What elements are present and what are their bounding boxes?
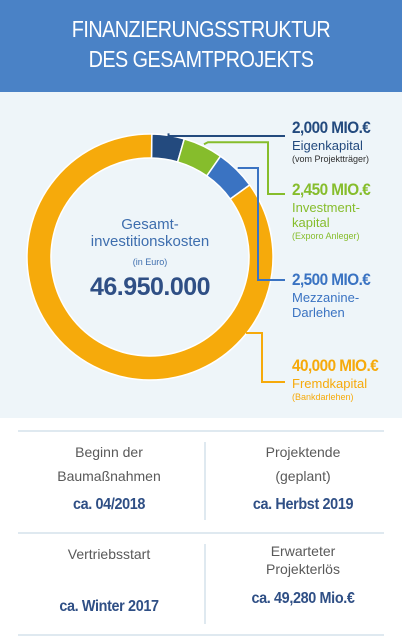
label-value: 2,500 MIO.€: [292, 270, 371, 289]
label-fremdkapital: 40,000 MIO.€ Fremdkapital (Bankdarlehen): [292, 356, 400, 404]
leader-fremdkapital: [246, 332, 285, 383]
center-total: 46.950.000: [89, 273, 211, 301]
label-name2: kapital: [292, 215, 330, 230]
center-unit: (in Euro): [132, 257, 168, 267]
slice-fremdkapital: [26, 133, 274, 381]
fact-label2: [14, 566, 204, 590]
leader-lines: [167, 133, 285, 383]
fact-projekterloes: Erwarteter Projekterlös ca. 49,280 Mio.€: [208, 542, 398, 608]
fact-label2: Projekterlös: [266, 561, 340, 577]
header-title-line1: FINANZIERUNGSSTRUKTUR: [71, 16, 331, 42]
label-sub: (Bankdarlehen): [292, 392, 354, 402]
leader-investmentkapital: [203, 141, 285, 195]
fact-label: Projektende: [265, 444, 341, 460]
label-investmentkapital: 2,450 MIO.€ Investment- kapital (Exporo …: [292, 180, 400, 243]
label-name: Eigenkapital: [292, 138, 363, 153]
center-label: Gesamt- investitionskosten: [52, 216, 248, 250]
label-name: Mezzanine-: [292, 290, 360, 305]
divider: [18, 634, 384, 636]
fact-label: Beginn der: [75, 444, 143, 460]
header-banner: FINANZIERUNGSSTRUKTUR DES GESAMTPROJEKTS: [0, 0, 402, 92]
fact-label2: Baumaßnahmen: [57, 468, 161, 484]
fact-value: ca. 04/2018: [72, 496, 146, 513]
fact-value: ca. 49,280 Mio.€: [251, 590, 355, 607]
fact-baubeginn: Beginn der Baumaßnahmen ca. 04/2018: [14, 440, 204, 514]
label-value: 2,450 MIO.€: [292, 180, 371, 199]
donut-slices: [26, 133, 274, 381]
label-value: 40,000 MIO.€: [292, 356, 379, 375]
label-name2: Darlehen: [292, 305, 345, 320]
header-title-line2: DES GESAMTPROJEKTS: [88, 46, 314, 72]
center-label-line2: investitionskosten: [90, 233, 210, 250]
label-sub: (Exporo Anleger): [292, 231, 360, 241]
center-label-line1: Gesamt-: [121, 216, 179, 233]
fact-label: Erwarteter: [270, 543, 336, 559]
fact-projektende: Projektende (geplant) ca. Herbst 2019: [208, 440, 398, 514]
fact-value: ca. Herbst 2019: [252, 496, 354, 513]
divider: [18, 532, 384, 534]
leader-eigenkapital: [167, 133, 285, 137]
label-mezzanine: 2,500 MIO.€ Mezzanine- Darlehen: [292, 270, 400, 320]
fact-vertriebsstart: Vertriebsstart ca. Winter 2017: [14, 542, 204, 616]
label-eigenkapital: 2,000 MIO.€ Eigenkapital (vom Projektträ…: [292, 118, 400, 166]
label-sub: (vom Projektträger): [292, 154, 370, 164]
label-name: Investment-: [292, 200, 360, 215]
label-name: Fremdkapital: [292, 376, 368, 391]
facts-panel: Beginn der Baumaßnahmen ca. 04/2018 Proj…: [0, 418, 402, 641]
divider: [204, 544, 206, 624]
divider: [204, 442, 206, 520]
divider: [18, 430, 384, 432]
fact-value: ca. Winter 2017: [59, 598, 159, 615]
fact-label2: (geplant): [275, 468, 331, 484]
label-value: 2,000 MIO.€: [292, 118, 371, 137]
fact-label: Vertriebsstart: [67, 546, 151, 562]
leader-mezzanine: [237, 166, 285, 281]
donut-chart: [26, 133, 285, 383]
